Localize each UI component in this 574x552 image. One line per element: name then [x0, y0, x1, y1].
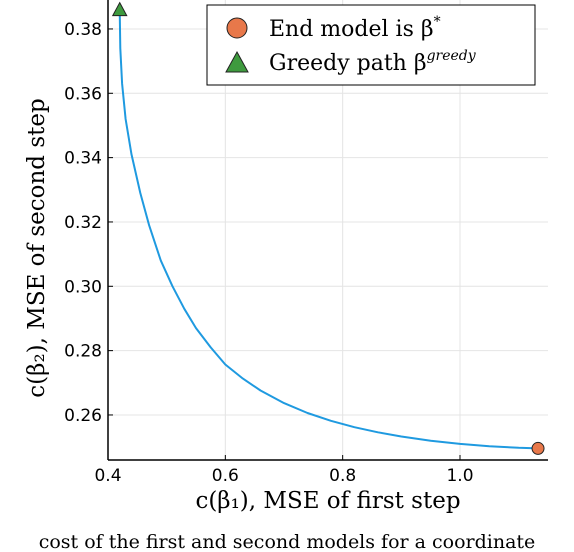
figure-caption: cost of the first and second models for … [38, 531, 536, 552]
legend-box [206, 4, 536, 86]
x-tick-label: 0.6 [212, 466, 239, 486]
y-axis-label: c(β₂), MSE of second step [24, 98, 50, 397]
legend: End model is β* Greedy path βgreedy [206, 4, 536, 86]
legend-label-end-model: End model is β* [269, 14, 441, 42]
y-axis-ticks: 0.26 0.28 0.30 0.32 0.34 0.36 0.38 [64, 20, 113, 426]
y-tick-label: 0.26 [64, 406, 102, 426]
y-tick-label: 0.32 [64, 213, 102, 233]
legend-label-greedy-path: Greedy path βgreedy [269, 48, 477, 76]
x-axis-label: c(β₁), MSE of first step [195, 488, 460, 514]
x-tick-label: 0.4 [94, 466, 121, 486]
y-tick-label: 0.34 [64, 149, 102, 169]
chart: 0.4 0.6 0.8 1.0 0.26 0.28 0.30 0.32 0.34 0.36 0.3… [24, 0, 548, 514]
y-tick-label: 0.36 [64, 84, 102, 104]
legend-triangle-icon [225, 50, 249, 73]
y-tick-label: 0.30 [64, 277, 102, 297]
x-tick-label: 0.8 [329, 466, 356, 486]
end-model-marker [531, 441, 545, 455]
axes [107, 0, 548, 461]
legend-circle-icon [226, 17, 248, 39]
series-line-0 [118, 9, 539, 450]
y-tick-label: 0.28 [64, 342, 102, 362]
greedy-path-marker [111, 1, 128, 17]
x-tick-label: 1.0 [446, 466, 473, 486]
series-layer [118, 9, 539, 450]
y-tick-label: 0.38 [64, 20, 102, 40]
x-axis-ticks: 0.4 0.6 0.8 1.0 [94, 455, 474, 486]
marker-layer [111, 1, 545, 455]
